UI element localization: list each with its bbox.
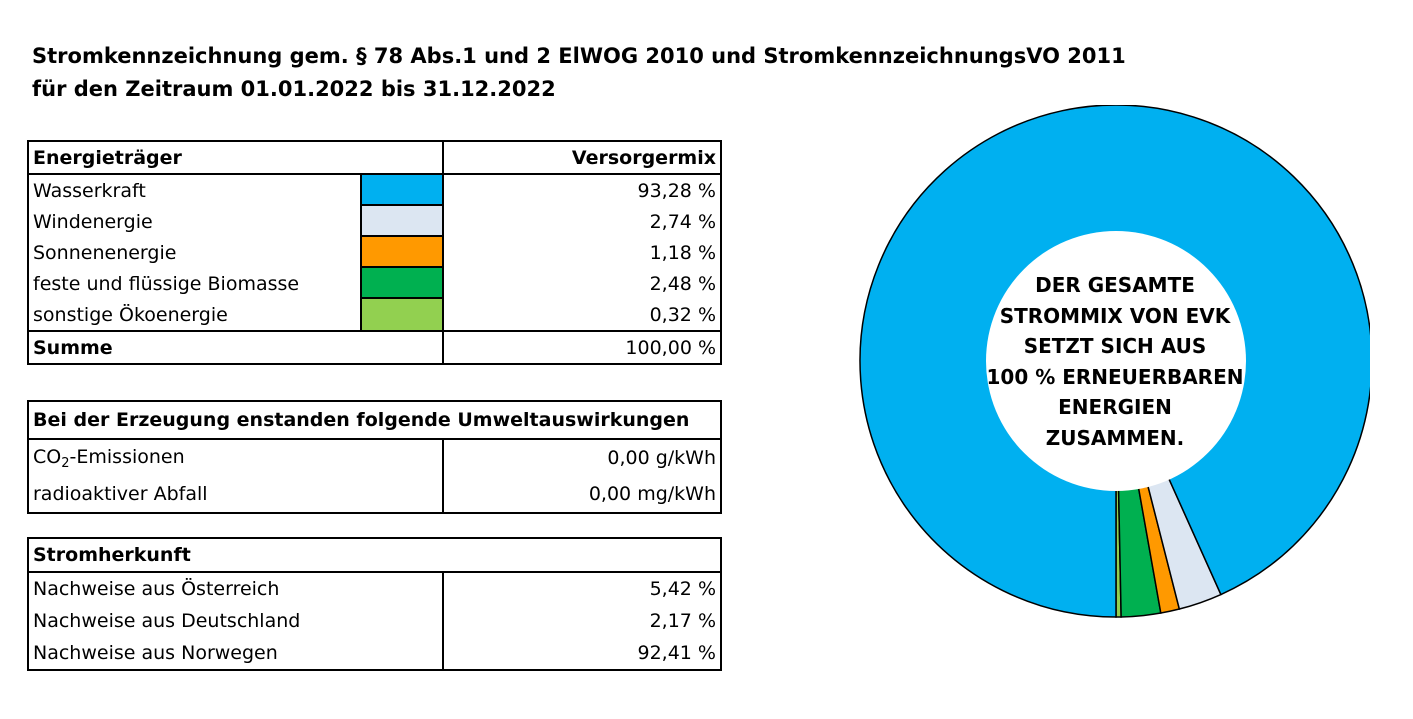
energy-source-label: Windenergie	[33, 210, 153, 233]
origin-header: Stromherkunft	[28, 538, 721, 573]
title-line-1: Stromkennzeichnung gem. § 78 Abs.1 und 2…	[32, 44, 1126, 68]
energy-share-value: 93,28 %	[442, 174, 721, 206]
sum-value: 100,00 %	[442, 330, 721, 364]
color-swatch	[363, 237, 442, 268]
origin-row: Nachweise aus Deutschland 2,17 %	[28, 605, 721, 637]
origin-label: Nachweise aus Deutschland	[33, 610, 301, 632]
origin-value: 5,42 %	[442, 572, 721, 605]
energy-share-value: 2,48 %	[442, 268, 721, 299]
energy-mix-donut-chart	[859, 105, 1370, 618]
donut-center-line: ENERGIEN	[1058, 395, 1172, 419]
donut-hole	[986, 231, 1246, 491]
origin-header-row: Stromherkunft	[28, 538, 721, 573]
color-swatch-cell	[360, 268, 443, 299]
donut-center-line: ZUSAMMEN.	[1045, 425, 1185, 450]
donut-center-text: DER GESAMTE STROMMIX VON EVK SETZT SICH AU…	[982, 270, 1248, 453]
energy-mix-row: Sonnenenergie 1,18 %	[28, 237, 721, 268]
origin-row: Nachweise aus Österreich 5,42 %	[28, 572, 721, 605]
energy-source-label: Wasserkraft	[33, 179, 146, 202]
energy-share-value: 0,32 %	[442, 299, 721, 331]
co2-row: CO2-Emissionen 0,00 g/kWh	[28, 439, 721, 476]
energy-source-label: sonstige Ökoenergie	[33, 303, 228, 326]
donut-center-line: SETZT SICH AUS	[1023, 334, 1207, 358]
origin-label: Nachweise aus Norwegen	[33, 642, 278, 664]
energy-share-value: 1,18 %	[442, 237, 721, 268]
energy-mix-rows: Wasserkraft 93,28 % Windenergie 2,74 % Sonne…	[28, 174, 721, 331]
origin-value: 92,41 %	[442, 637, 721, 670]
color-swatch	[363, 299, 442, 330]
radioactive-waste-row: radioaktiver Abfall 0,00 mg/kWh	[28, 476, 721, 513]
donut-center-line: DER GESAMTE	[1035, 273, 1195, 297]
energy-source-label: feste und flüssige Biomasse	[33, 272, 300, 295]
color-swatch	[363, 206, 442, 237]
report-title: Stromkennzeichnung gem. § 78 Abs.1 und 2…	[32, 40, 1126, 106]
donut-center-line: STROMMIX VON EVK	[999, 303, 1231, 328]
co2-value: 0,00 g/kWh	[442, 439, 721, 476]
energy-mix-row: Wasserkraft 93,28 %	[28, 174, 721, 206]
energy-mix-header-row: Energieträger Versorgermix	[28, 141, 721, 175]
power-origin-table: Stromherkunft Nachweise aus Österreich 5,…	[27, 537, 722, 671]
environment-header-row: Bei der Erzeugung enstanden folgende Umw…	[28, 401, 721, 440]
energy-mix-row: sonstige Ökoenergie 0,32 %	[28, 299, 721, 331]
title-line-2: für den Zeitraum 01.01.2022 bis 31.12.20…	[32, 77, 556, 101]
radioactive-waste-value: 0,00 mg/kWh	[442, 476, 721, 513]
energy-share-value: 2,74 %	[442, 206, 721, 237]
color-swatch	[363, 175, 442, 206]
color-swatch-cell	[360, 206, 443, 237]
energy-source-header: Energieträger	[28, 141, 443, 175]
color-swatch-cell	[360, 174, 443, 206]
energy-source-label: Sonnenenergie	[33, 241, 177, 264]
color-swatch	[363, 268, 442, 299]
origin-value: 2,17 %	[442, 605, 721, 637]
environment-impact-table: Bei der Erzeugung enstanden folgende Umw…	[27, 400, 722, 514]
origin-label: Nachweise aus Österreich	[33, 578, 280, 600]
co2-label: CO2-Emissionen	[33, 445, 185, 471]
donut-center-line: 100 % ERNEUERBAREN	[986, 364, 1244, 389]
radioactive-waste-label: radioaktiver Abfall	[33, 483, 208, 505]
energy-mix-row: feste und flüssige Biomasse 2,48 %	[28, 268, 721, 299]
environment-header: Bei der Erzeugung enstanden folgende Umw…	[28, 401, 721, 440]
color-swatch-cell	[360, 237, 443, 268]
energy-mix-sum-row: Summe 100,00 %	[28, 330, 721, 364]
energy-mix-row: Windenergie 2,74 %	[28, 206, 721, 237]
origin-rows: Nachweise aus Österreich 5,42 % Nachweise …	[28, 572, 721, 670]
origin-row: Nachweise aus Norwegen 92,41 %	[28, 637, 721, 670]
supplier-mix-header: Versorgermix	[442, 141, 721, 175]
sum-label: Summe	[28, 330, 443, 364]
energy-mix-table: Energieträger Versorgermix Wasserkraft 93…	[27, 140, 722, 365]
color-swatch-cell	[360, 299, 443, 331]
